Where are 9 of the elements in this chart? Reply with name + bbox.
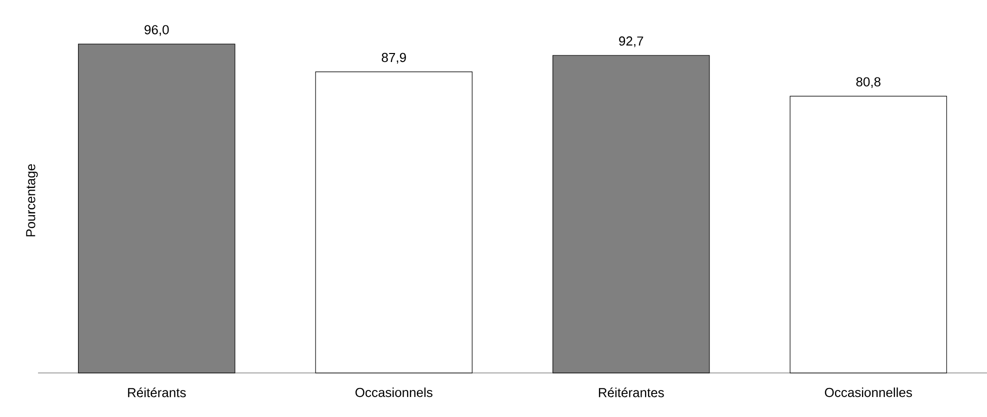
x-tick-label: Réitérants xyxy=(128,388,186,398)
data-label: 87,9 xyxy=(382,52,406,64)
x-tick-label: Réitérantes xyxy=(598,388,664,398)
data-label: 92,7 xyxy=(619,36,644,48)
y-axis-title: Pourcentage xyxy=(26,164,38,236)
data-label: 80,8 xyxy=(856,77,880,88)
data-label: 96,0 xyxy=(144,25,169,36)
x-tick-label: Occasionnels xyxy=(355,388,432,398)
x-tick-label: Occasionnelles xyxy=(824,388,912,398)
